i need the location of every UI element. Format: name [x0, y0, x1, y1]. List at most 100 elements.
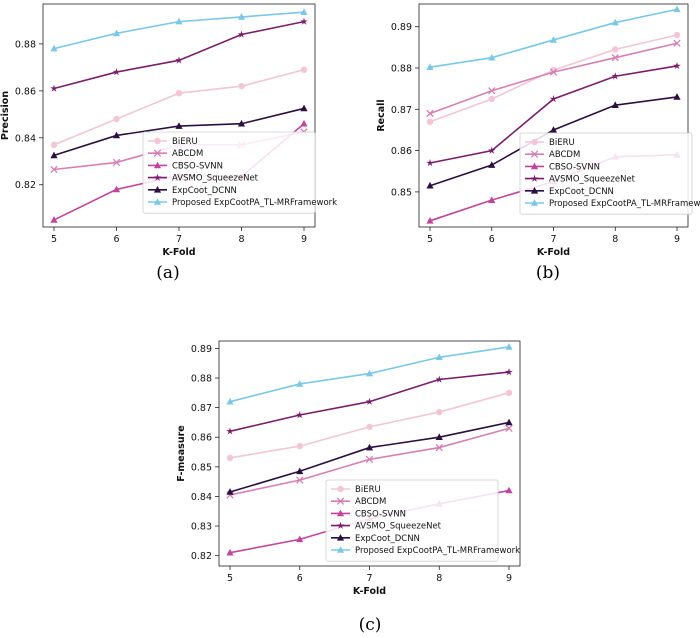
data-point — [300, 119, 308, 127]
data-point — [112, 29, 121, 37]
legend-box — [142, 131, 316, 214]
legend-label: ExpCoot_DCNN — [549, 187, 614, 197]
x-tick-label: 9 — [506, 573, 512, 584]
legend-marker — [530, 174, 539, 182]
data-point — [549, 126, 558, 133]
legend-label: Proposed ExpCootPA_TL-MRFramework — [355, 546, 520, 556]
data-point — [435, 375, 444, 383]
legend-marker — [336, 521, 345, 529]
y-tick-label: 0.89 — [391, 22, 412, 33]
x-tick-label: 5 — [427, 234, 433, 245]
y-tick-label: 0.87 — [391, 105, 412, 116]
panel-label-b: (b) — [536, 263, 560, 283]
legend-label: ExpCoot_DCNN — [355, 534, 420, 544]
x-tick-label: 5 — [51, 234, 57, 245]
data-point — [296, 442, 303, 450]
data-point — [300, 8, 308, 16]
data-point — [426, 118, 434, 125]
y-tick-label: 0.83 — [191, 522, 212, 533]
f-measure-chart: 0.82 0.83 0.84 0.85 0.86 0.87 0.88 0.89 5 6 7 8 9 K-F… — [176, 340, 521, 597]
data-point — [505, 424, 513, 432]
y-tick-label: 0.82 — [191, 551, 212, 562]
data-point — [488, 87, 496, 95]
x-tick-label: 8 — [238, 234, 244, 245]
data-point — [488, 95, 495, 103]
data-point — [237, 13, 246, 20]
data-point — [673, 5, 681, 13]
legend-label: AVSMO_SqueezeNet — [549, 175, 636, 185]
legend-marker — [153, 198, 162, 205]
legend-marker — [336, 534, 345, 541]
x-tick-label: 6 — [113, 234, 119, 245]
data-point — [426, 158, 434, 167]
data-point — [365, 397, 374, 405]
data-point — [426, 217, 434, 224]
legend-label: ABCDM — [549, 150, 580, 160]
series-line — [429, 34, 678, 123]
data-point — [365, 443, 374, 451]
legend-marker — [531, 138, 538, 146]
y-tick-label: 0.85 — [391, 187, 412, 198]
x-tick-label: 7 — [366, 573, 372, 584]
data-point — [426, 181, 434, 189]
data-point — [435, 353, 443, 361]
legend-marker — [336, 497, 345, 505]
data-point — [237, 119, 246, 127]
data-point — [426, 63, 434, 70]
data-point — [226, 427, 234, 435]
data-point — [366, 423, 373, 431]
y-tick-label: 0.88 — [391, 64, 412, 75]
legend-label: BiERU — [549, 138, 575, 148]
legend-label: Proposed ExpCootPA_TL-MRFramework — [549, 199, 700, 209]
x-tick-label: 6 — [297, 573, 303, 584]
data-point — [435, 433, 443, 441]
data-point — [226, 454, 234, 462]
legend-label: CBSO-SVNN — [549, 162, 600, 172]
data-point — [549, 94, 558, 103]
data-point — [112, 131, 121, 139]
data-point — [673, 61, 681, 70]
data-point — [549, 68, 558, 76]
data-point — [549, 36, 558, 43]
y-axis-label: Recall — [376, 99, 387, 131]
x-tick-label: 9 — [674, 234, 680, 245]
data-point — [365, 455, 374, 464]
legend-label: ExpCoot_DCNN — [172, 186, 237, 196]
x-tick-label: 9 — [301, 234, 307, 245]
legend-box — [325, 479, 499, 562]
data-point — [487, 146, 496, 154]
data-point — [611, 101, 619, 108]
data-point — [673, 93, 681, 100]
y-tick-label: 0.89 — [191, 344, 212, 355]
y-tick-label: 0.88 — [15, 39, 36, 50]
data-point — [436, 408, 443, 416]
x-tick-label: 8 — [612, 234, 618, 245]
x-tick-label: 6 — [489, 234, 495, 245]
legend-marker — [337, 485, 344, 493]
x-tick-label: 8 — [436, 573, 442, 584]
x-axis-label: K-Fold — [162, 247, 195, 258]
y-tick-label: 0.86 — [191, 433, 212, 444]
data-point — [488, 196, 496, 203]
legend-label: CBSO-SVNN — [172, 161, 223, 171]
data-point — [673, 39, 681, 47]
data-point — [505, 343, 513, 350]
legend-marker — [530, 150, 539, 158]
series-line — [53, 11, 305, 50]
panel-label-a: (a) — [156, 263, 179, 283]
data-point — [296, 380, 304, 387]
data-point — [673, 31, 681, 39]
data-point — [296, 476, 304, 484]
y-axis-label: F-measure — [176, 425, 187, 481]
data-point — [226, 397, 234, 405]
data-point — [113, 115, 120, 123]
panel-label-c: (c) — [359, 615, 382, 635]
data-point — [175, 56, 183, 64]
legend-marker — [154, 137, 161, 145]
data-point — [300, 104, 308, 112]
data-point — [50, 44, 58, 52]
legend-label: BiERU — [172, 137, 198, 147]
legend-label: AVSMO_SqueezeNet — [172, 174, 259, 184]
y-axis-label: Precision — [0, 91, 11, 140]
